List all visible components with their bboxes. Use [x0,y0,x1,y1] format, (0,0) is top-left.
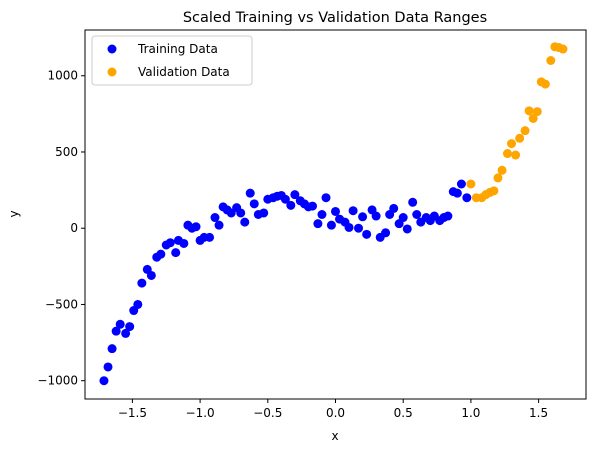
y-tick-label: 500 [55,145,78,159]
training-point [286,200,296,210]
validation-point [502,149,512,159]
training-point [156,249,166,259]
training-point [462,193,472,203]
training-point [205,232,215,242]
training-point [408,197,418,207]
training-point [133,299,143,309]
validation-point [558,44,568,54]
y-tick-label: −1000 [37,374,78,388]
training-point [313,219,323,229]
training-point [115,319,125,329]
training-point [210,213,220,223]
x-tick-label: 1.5 [529,406,548,420]
training-point [191,222,201,232]
validation-point [520,126,530,136]
training-point [280,194,290,204]
legend-box [91,35,253,86]
training-point [389,203,399,213]
x-tick-label: 1.0 [461,406,480,420]
validation-point [532,107,542,117]
training-point [412,210,422,219]
training-point [344,222,354,232]
training-point [358,212,368,222]
training-point [245,188,255,198]
legend-marker-training [107,44,117,54]
validation-point [524,106,534,116]
validation-point [466,179,476,189]
y-tick-label: 1000 [47,69,78,83]
x-tick-label: 0.5 [394,406,413,420]
training-point [348,206,358,216]
x-tick-label: −0.5 [253,406,282,420]
y-tick-label: 0 [70,221,78,235]
training-point [354,223,364,233]
training-point [371,211,381,221]
legend: Training Data Validation Data [91,35,253,86]
training-point [179,238,189,248]
y-axis: −1000 −500 0 500 1000 [37,69,85,388]
x-tick-label: 0.0 [326,406,345,420]
legend-marker-validation [107,67,117,77]
validation-point [546,55,556,65]
x-tick-label: −1.0 [186,406,215,420]
plot-points [99,42,568,386]
training-point [121,328,131,338]
training-point [165,238,175,248]
y-axis-label: y [7,210,21,217]
training-point [452,188,462,198]
training-point [103,362,113,372]
validation-point [515,133,525,143]
training-point [214,220,224,230]
training-point [326,220,336,230]
training-point [321,193,331,203]
training-series [99,179,472,386]
validation-series [466,42,568,203]
training-point [240,217,250,227]
x-axis: −1.5 −1.0 −0.5 0.0 0.5 1.0 1.5 [118,399,548,420]
training-point [331,206,340,216]
training-point [249,199,259,209]
x-axis-label: x [331,429,338,443]
validation-point [540,79,550,89]
training-point [307,201,317,211]
training-point [171,248,181,258]
training-point [111,326,121,336]
x-tick-label: −1.5 [118,406,147,420]
training-point [443,211,453,221]
training-point [99,376,109,386]
validation-point [507,139,517,149]
validation-point [493,173,503,183]
validation-point [511,150,521,160]
validation-point [528,113,538,123]
training-point [362,229,372,239]
training-point [398,213,408,223]
training-point [146,270,156,280]
legend-label-validation: Validation Data [138,65,230,79]
y-tick-label: −500 [45,297,78,311]
training-point [259,208,269,218]
training-point [125,322,135,332]
legend-label-training: Training Data [137,42,218,56]
chart-title: Scaled Training vs Validation Data Range… [183,10,487,26]
training-point [236,208,246,218]
training-point [137,278,147,288]
validation-point [489,186,499,196]
training-point [402,224,412,234]
validation-point [497,165,507,175]
training-point [456,179,466,189]
training-point [107,344,117,354]
training-point [317,210,327,219]
training-point [381,228,391,238]
training-point [290,190,300,200]
